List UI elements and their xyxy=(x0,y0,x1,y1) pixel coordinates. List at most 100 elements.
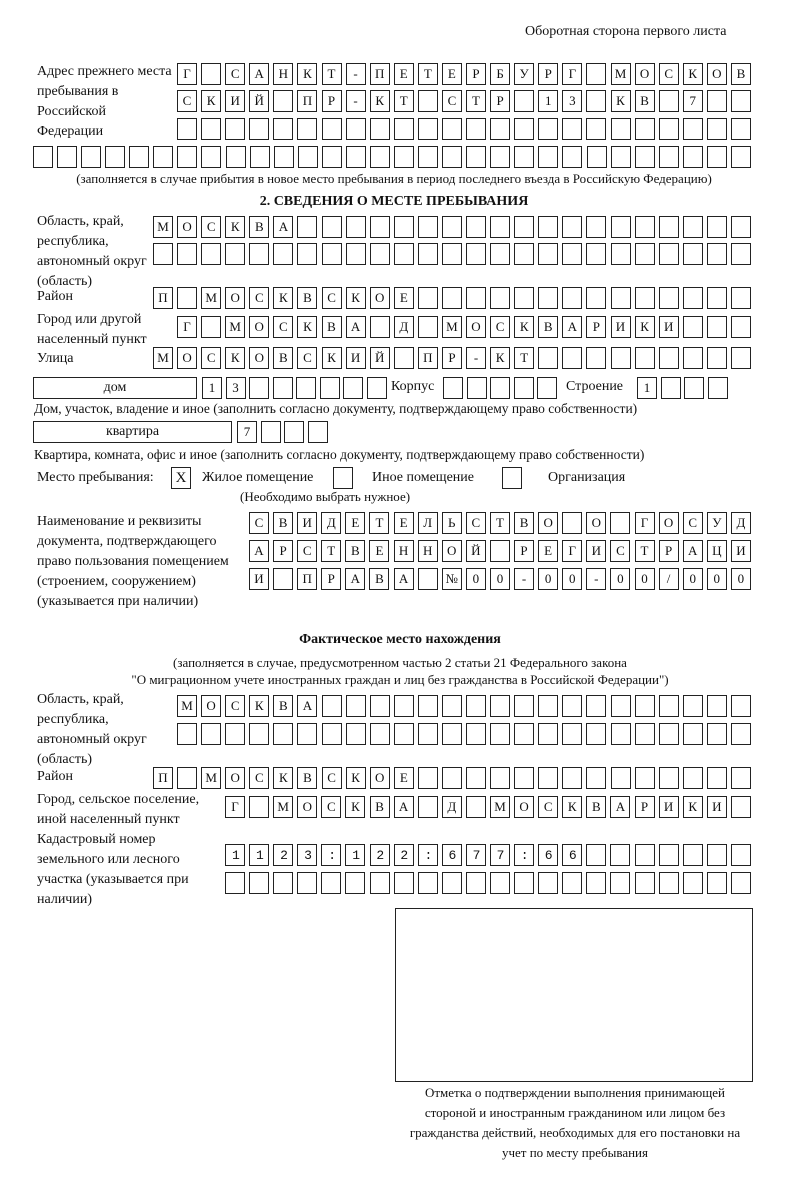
char-cell[interactable] xyxy=(105,146,126,168)
char-cell[interactable]: О xyxy=(514,796,535,818)
char-cell[interactable]: В xyxy=(514,512,535,534)
char-cell[interactable] xyxy=(730,767,751,789)
char-cell[interactable] xyxy=(634,695,655,717)
char-cell[interactable]: Г xyxy=(562,540,583,562)
char-cell[interactable] xyxy=(201,63,222,85)
char-cell[interactable]: А xyxy=(297,695,318,717)
char-cell[interactable] xyxy=(273,118,294,140)
char-cell[interactable]: - xyxy=(345,63,366,85)
char-cell[interactable] xyxy=(417,90,438,112)
char-cell[interactable] xyxy=(514,872,535,894)
char-cell[interactable] xyxy=(345,844,366,866)
char-cell[interactable]: К xyxy=(201,90,222,112)
char-cell[interactable] xyxy=(658,872,679,894)
char-cell[interactable]: Д xyxy=(441,796,462,818)
char-cell[interactable]: Т xyxy=(514,347,535,369)
char-cell[interactable] xyxy=(417,844,438,866)
char-cell[interactable]: Е xyxy=(369,540,390,562)
char-cell[interactable] xyxy=(418,146,439,168)
char-cell[interactable] xyxy=(562,118,583,140)
char-cell[interactable]: 0 xyxy=(562,568,583,590)
char-cell[interactable] xyxy=(345,872,366,894)
char-cell[interactable] xyxy=(369,695,390,717)
char-cell[interactable]: С xyxy=(201,216,222,238)
char-cell[interactable]: Т xyxy=(466,90,486,112)
char-cell[interactable] xyxy=(466,767,487,789)
char-cell[interactable] xyxy=(81,146,102,168)
char-cell[interactable]: С xyxy=(297,540,318,562)
char-cell[interactable] xyxy=(730,872,751,894)
char-cell[interactable] xyxy=(490,723,511,745)
char-cell[interactable]: Н xyxy=(393,540,414,562)
char-cell[interactable]: К xyxy=(273,767,294,789)
char-cell[interactable] xyxy=(730,243,751,265)
char-cell[interactable] xyxy=(730,146,751,168)
char-cell[interactable] xyxy=(441,844,462,866)
char-cell[interactable]: К xyxy=(225,347,246,369)
char-cell[interactable] xyxy=(658,118,679,140)
char-cell[interactable] xyxy=(321,872,342,894)
char-cell[interactable]: 0 xyxy=(634,568,655,590)
char-cell[interactable]: В xyxy=(538,316,559,338)
char-cell[interactable] xyxy=(465,872,486,894)
char-cell[interactable] xyxy=(321,146,342,168)
char-cell[interactable] xyxy=(610,767,631,789)
char-cell[interactable] xyxy=(297,146,318,168)
char-cell[interactable] xyxy=(586,90,607,112)
char-cell[interactable] xyxy=(345,146,366,168)
char-cell[interactable] xyxy=(321,243,342,265)
char-cell[interactable] xyxy=(393,118,414,140)
char-cell[interactable]: И xyxy=(658,316,679,338)
char-cell[interactable] xyxy=(682,844,703,866)
char-cell[interactable] xyxy=(658,767,679,789)
char-cell[interactable]: И xyxy=(706,796,727,818)
char-cell[interactable]: № xyxy=(441,568,462,590)
char-cell[interactable] xyxy=(706,767,727,789)
char-cell[interactable] xyxy=(682,216,703,238)
char-cell[interactable] xyxy=(562,243,583,265)
char-cell[interactable]: Г xyxy=(562,63,583,85)
char-cell[interactable]: Р xyxy=(466,63,486,85)
char-cell[interactable] xyxy=(307,421,328,443)
char-cell[interactable] xyxy=(730,695,751,717)
char-cell[interactable]: П xyxy=(417,347,438,369)
char-cell[interactable] xyxy=(490,377,510,399)
char-cell[interactable] xyxy=(682,872,703,894)
char-cell[interactable]: Т xyxy=(321,540,342,562)
char-cell[interactable] xyxy=(393,347,414,369)
char-cell[interactable] xyxy=(466,243,487,265)
char-cell[interactable]: М xyxy=(201,287,222,309)
char-cell[interactable] xyxy=(634,287,655,309)
option-checkbox-other[interactable] xyxy=(333,467,353,489)
char-cell[interactable] xyxy=(706,146,727,168)
char-cell[interactable]: А xyxy=(345,568,366,590)
char-cell[interactable] xyxy=(443,377,463,399)
char-cell[interactable]: М xyxy=(201,767,222,789)
char-cell[interactable]: У xyxy=(706,512,727,534)
char-cell[interactable] xyxy=(586,287,607,309)
char-cell[interactable]: В xyxy=(730,63,751,85)
char-cell[interactable]: С xyxy=(682,512,703,534)
char-cell[interactable] xyxy=(273,844,294,866)
char-cell[interactable] xyxy=(537,377,557,399)
char-cell[interactable] xyxy=(201,316,222,338)
char-cell[interactable] xyxy=(465,844,486,866)
char-cell[interactable]: 1 xyxy=(202,377,222,399)
char-cell[interactable] xyxy=(249,377,269,399)
char-cell[interactable]: С xyxy=(225,695,246,717)
char-cell[interactable]: 0 xyxy=(538,568,559,590)
char-cell[interactable]: 0 xyxy=(610,568,631,590)
char-cell[interactable] xyxy=(610,512,631,534)
char-cell[interactable]: Г xyxy=(177,316,197,338)
char-cell[interactable] xyxy=(538,216,559,238)
char-cell[interactable] xyxy=(129,146,150,168)
char-cell[interactable] xyxy=(490,118,511,140)
char-cell[interactable] xyxy=(369,872,390,894)
char-cell[interactable] xyxy=(586,146,607,168)
char-cell[interactable] xyxy=(441,872,462,894)
char-cell[interactable]: Е xyxy=(393,287,414,309)
char-cell[interactable]: К xyxy=(273,287,294,309)
char-cell[interactable]: К xyxy=(514,316,535,338)
char-cell[interactable] xyxy=(682,316,703,338)
char-cell[interactable]: А xyxy=(393,796,414,818)
